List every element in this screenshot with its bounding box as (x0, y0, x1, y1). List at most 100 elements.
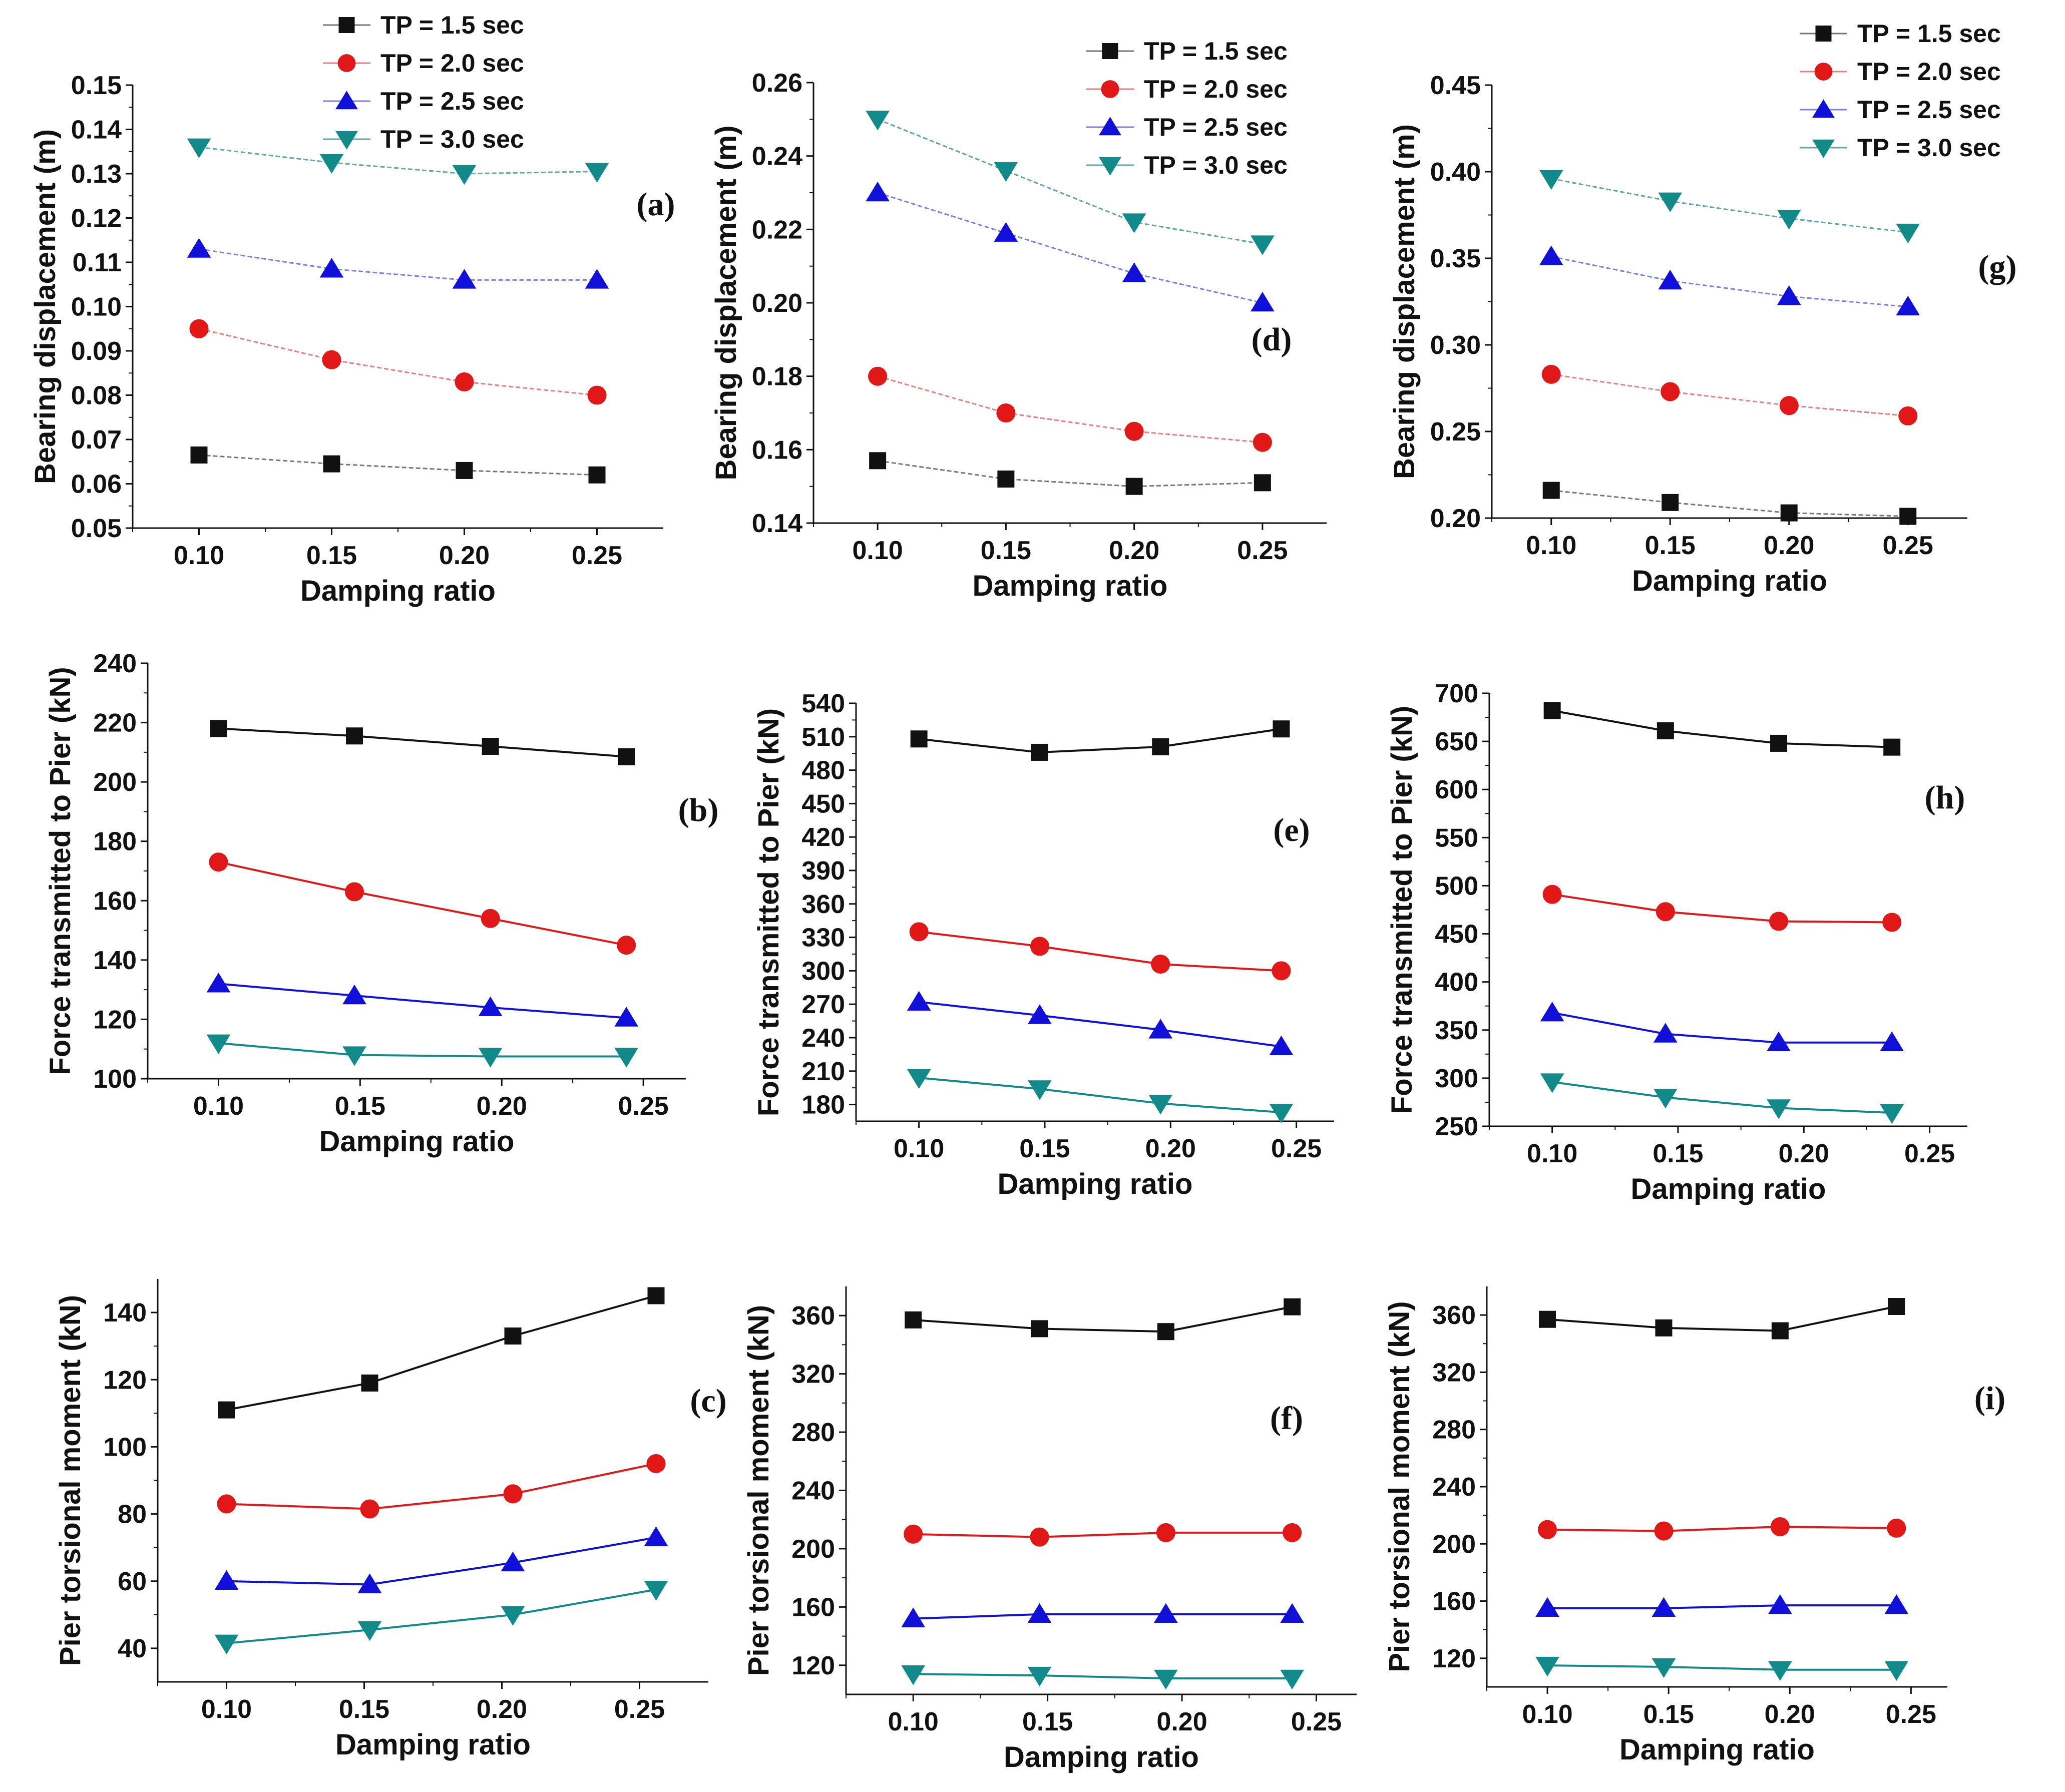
data-point (1654, 1521, 1674, 1541)
y-tick-label: 120 (93, 1005, 137, 1034)
series-line (199, 454, 597, 476)
y-tick-label: 500 (1435, 871, 1478, 901)
data-point (209, 852, 228, 872)
x-tick-label: 0.15 (981, 536, 1031, 565)
y-tick-label: 240 (93, 649, 137, 678)
data-point (1769, 912, 1789, 931)
data-point (1770, 1517, 1790, 1537)
y-tick-label: 450 (1435, 920, 1478, 949)
data-point (503, 1484, 523, 1504)
x-tick-label: 0.20 (1145, 1134, 1196, 1163)
y-tick-label: 160 (93, 886, 137, 916)
y-tick-label: 0.14 (752, 509, 802, 538)
series-line (1551, 178, 1908, 233)
data-point (1770, 734, 1788, 752)
data-point (1151, 955, 1170, 974)
y-tick-label: 0.14 (71, 116, 122, 145)
data-point (501, 1551, 525, 1572)
x-tick-label: 0.15 (335, 1092, 385, 1121)
y-axis-label: Pier torsional moment (kN) (1383, 1301, 1416, 1672)
legend-label: TP = 2.0 sec (1144, 75, 1288, 103)
data-point (1122, 213, 1146, 233)
y-axis-label: Bearing displacement (m) (710, 125, 742, 480)
y-tick-label: 360 (791, 1301, 835, 1330)
y-tick-label: 0.40 (1430, 158, 1481, 187)
series-line (913, 1613, 1293, 1620)
y-tick-label: 0.25 (1430, 417, 1481, 446)
y-tick-label: 0.20 (1430, 504, 1481, 533)
data-point (1768, 1661, 1792, 1681)
data-point (190, 446, 208, 464)
panel-label: (h) (1925, 779, 1965, 816)
series-line (919, 1001, 1282, 1048)
legend-label: TP = 1.5 sec (1144, 37, 1288, 65)
data-point (1767, 1031, 1791, 1052)
data-point (618, 748, 635, 765)
data-point (1280, 1603, 1305, 1623)
panel-label: (a) (637, 186, 675, 223)
series-2 (214, 1526, 668, 1593)
data-point (346, 727, 363, 745)
data-point (644, 1581, 668, 1601)
panel-label: (b) (678, 792, 719, 828)
legend: TP = 1.5 sec TP = 2.0 sec TP = 2.5 sec TP =… (1086, 37, 1288, 179)
data-point (614, 1007, 639, 1027)
y-axis-label: Bearing displacement (m) (1388, 124, 1421, 479)
x-tick-label: 0.25 (618, 1092, 669, 1121)
data-point (360, 1499, 379, 1519)
data-point (1540, 1073, 1564, 1093)
series-1 (1538, 1517, 1906, 1541)
chart-panel-c: 40 60 80 100 120 140 0.10 0.15 0.20 0.25 Damping r… (54, 1279, 727, 1761)
data-point (501, 1606, 525, 1626)
data-point (1658, 192, 1683, 212)
series-0 (910, 720, 1290, 761)
data-point (1880, 1031, 1904, 1052)
y-tick-label: 270 (801, 990, 845, 1019)
data-point (1651, 1658, 1676, 1678)
y-tick-label: 180 (93, 827, 137, 856)
legend: TP = 1.5 sec TP = 2.0 sec TP = 2.5 sec TP =… (323, 11, 524, 153)
panel-label: (i) (1974, 1380, 2005, 1417)
y-tick-label: 0.09 (71, 337, 122, 366)
series-line (877, 118, 1263, 245)
x-axis-label: Damping ratio (1632, 565, 1827, 597)
series-line (913, 1673, 1293, 1679)
series-3 (866, 111, 1275, 255)
y-tick-label: 700 (1435, 679, 1478, 708)
series-0 (210, 720, 635, 765)
series-line (919, 728, 1282, 753)
x-tick-label: 0.10 (894, 1134, 944, 1163)
y-tick-label: 200 (791, 1535, 835, 1564)
data-point (1028, 1004, 1052, 1024)
x-tick-label: 0.25 (572, 541, 622, 570)
legend-marker (1101, 80, 1119, 98)
series-0 (1542, 482, 1917, 525)
y-tick-label: 0.20 (752, 289, 802, 318)
data-point (868, 366, 888, 386)
series-line (877, 192, 1263, 304)
y-tick-label: 360 (1432, 1301, 1476, 1330)
data-point (357, 1621, 382, 1641)
data-point (910, 730, 928, 748)
x-tick-label: 0.20 (1109, 536, 1159, 565)
x-tick-label: 0.10 (853, 536, 903, 565)
data-point (1543, 702, 1561, 719)
y-tick-label: 320 (1432, 1358, 1476, 1387)
series-3 (901, 1665, 1305, 1690)
data-point (1535, 1656, 1559, 1677)
chart-panel-i: 120 160 200 240 280 320 360 0.10 0.15 0.20 0.25 Dam… (1383, 1286, 2005, 1766)
y-axis-label: Force transmitted to Pier (kN) (1386, 706, 1418, 1114)
data-point (1157, 1323, 1174, 1340)
y-axis-label: Force transmitted to Pier (kN) (44, 667, 77, 1075)
data-point (1125, 478, 1143, 495)
data-point (1884, 1594, 1909, 1614)
panel-label: (e) (1273, 812, 1310, 848)
data-point (504, 1327, 522, 1345)
data-point (217, 1494, 236, 1514)
data-point (357, 1573, 382, 1593)
y-tick-label: 0.11 (73, 248, 122, 277)
series-2 (187, 238, 609, 289)
y-tick-label: 400 (1435, 968, 1478, 997)
y-tick-label: 180 (801, 1091, 845, 1120)
data-point (1651, 1597, 1676, 1617)
